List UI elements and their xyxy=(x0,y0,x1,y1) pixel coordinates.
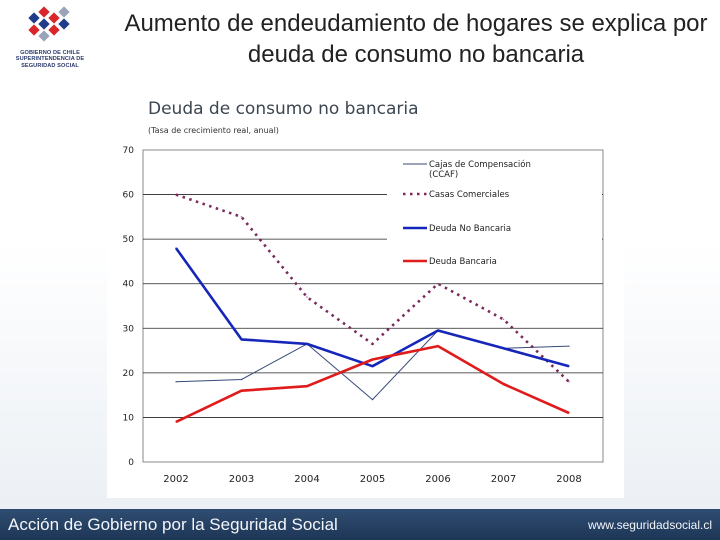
logo: GOBIERNO DE CHILE SUPERINTENDENCIA DE SE… xyxy=(8,4,92,76)
x-tick-label: 2002 xyxy=(163,474,188,485)
y-tick-label: 20 xyxy=(123,369,135,379)
legend-label-bancaria: Deuda Bancaria xyxy=(429,257,497,267)
x-tick-label: 2007 xyxy=(491,474,516,485)
footer-tagline: Acción de Gobierno por la Seguridad Soci… xyxy=(8,515,338,534)
legend-box xyxy=(387,152,602,272)
logo-emblem-icon xyxy=(26,6,74,44)
data-point-no_bancaria xyxy=(240,338,243,341)
data-point-no_bancaria xyxy=(306,343,308,345)
y-tick-label: 10 xyxy=(123,413,135,423)
data-point-no_bancaria xyxy=(502,347,505,350)
data-point-no_bancaria xyxy=(437,329,439,332)
data-point-ccaf xyxy=(240,378,243,381)
data-point-bancaria xyxy=(437,345,439,347)
data-point-bancaria xyxy=(240,389,243,392)
data-point-casas xyxy=(371,343,374,345)
footer-bar: Acción de Gobierno por la Seguridad Soci… xyxy=(0,509,720,540)
data-point-no_bancaria xyxy=(371,365,374,367)
chart-subtitle: (Tasa de crecimiento real, anual) xyxy=(148,126,279,135)
logo-line-2: SUPERINTENDENCIA DE xyxy=(15,56,85,63)
data-point-bancaria xyxy=(371,358,374,361)
logo-line-1: GOBIERNO DE CHILE xyxy=(20,50,80,56)
legend-label-ccaf: (CCAF) xyxy=(429,170,458,180)
logo-line-3: SEGURIDAD SOCIAL xyxy=(21,62,79,69)
y-tick-label: 70 xyxy=(123,146,135,156)
data-point-casas xyxy=(437,282,439,285)
data-point-casas xyxy=(502,318,505,321)
data-point-ccaf xyxy=(175,380,177,383)
legend-label-casas: Casas Comerciales xyxy=(429,190,510,200)
chart-title: Deuda de consumo no bancaria xyxy=(148,99,419,119)
data-point-casas xyxy=(240,216,243,218)
legend-label-no_bancaria: Deuda No Bancaria xyxy=(429,224,511,234)
y-tick-label: 0 xyxy=(128,458,134,468)
data-point-bancaria xyxy=(568,412,570,414)
data-point-bancaria xyxy=(306,385,308,388)
data-point-casas xyxy=(175,193,177,196)
x-tick-label: 2003 xyxy=(229,474,254,485)
x-tick-label: 2005 xyxy=(360,474,385,485)
data-point-bancaria xyxy=(175,421,177,423)
data-point-casas xyxy=(306,296,308,298)
data-point-no_bancaria xyxy=(175,247,177,249)
data-point-ccaf xyxy=(371,398,374,401)
plot-area xyxy=(142,149,604,463)
y-tick-label: 50 xyxy=(123,235,135,245)
data-point-ccaf xyxy=(568,345,570,347)
series-line-bancaria xyxy=(175,344,570,424)
y-tick-label: 30 xyxy=(123,324,135,334)
y-tick-label: 40 xyxy=(123,280,135,290)
line-chart: Deuda de consumo no bancaria (Tasa de cre… xyxy=(123,99,604,485)
slide-title: Aumento de endeudamiento de hogares se e… xyxy=(124,10,708,68)
data-point-bancaria xyxy=(502,383,505,385)
x-tick-label: 2008 xyxy=(556,474,581,485)
x-tick-label: 2004 xyxy=(294,474,319,485)
legend-label-ccaf: Cajas de Compensación xyxy=(429,159,531,170)
chart-panel: Deuda de consumo no bancaria (Tasa de cre… xyxy=(107,86,624,498)
data-point-no_bancaria xyxy=(568,365,570,367)
y-tick-label: 60 xyxy=(123,191,135,201)
footer-website-link[interactable]: www.seguridadsocial.cl xyxy=(587,518,712,532)
x-tick-label: 2006 xyxy=(425,474,450,485)
data-point-casas xyxy=(568,380,570,383)
